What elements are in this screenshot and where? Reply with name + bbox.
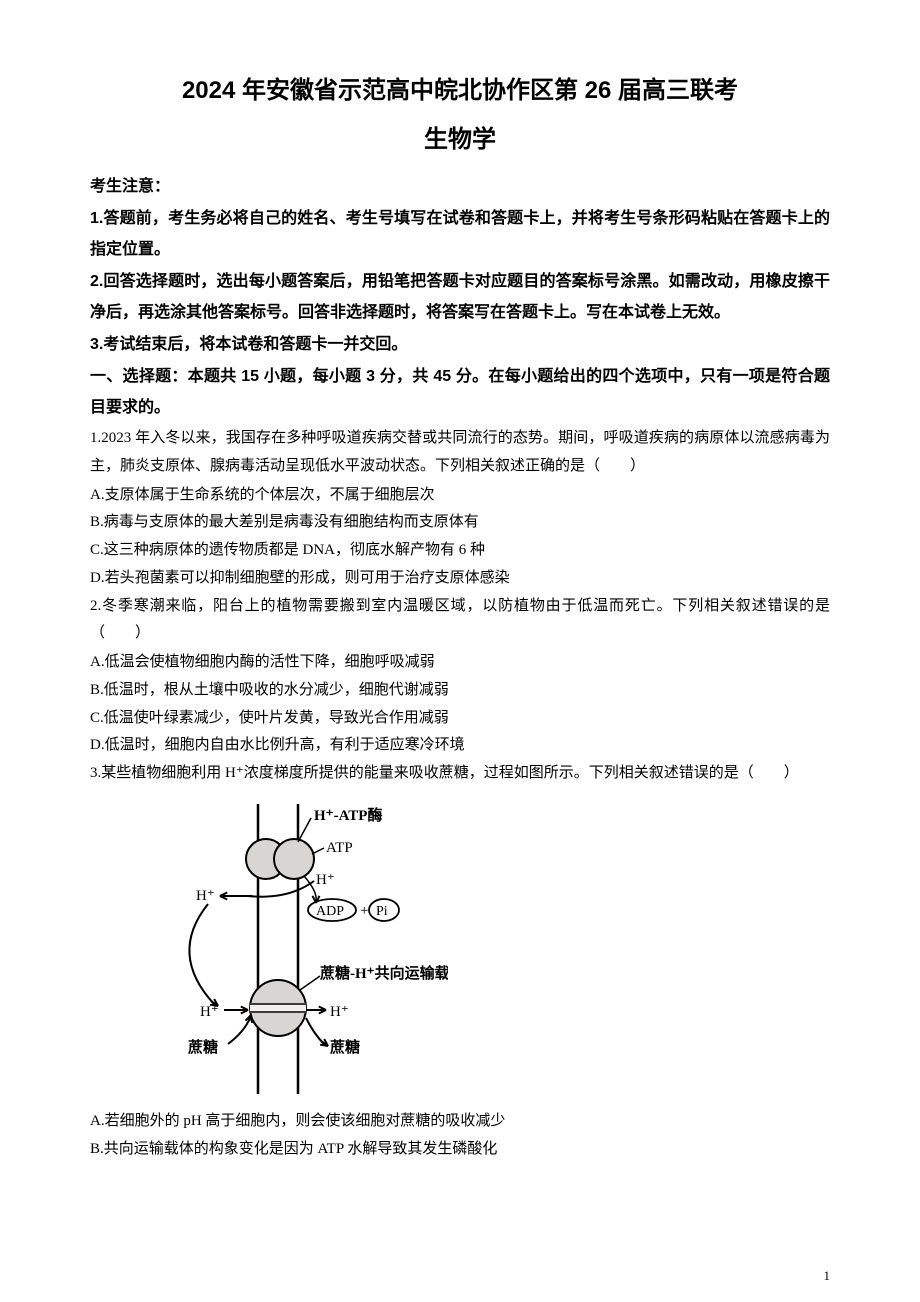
q2-option-b: B.低温时，根从土壤中吸收的水分减少，细胞代谢减弱 (90, 677, 830, 705)
q3-figure: H⁺-ATP酶 ATP H⁺ H⁺ ADP + Pi 蔗糖-H⁺共向运输载体 H⁺ H⁺ 蔗糖 蔗糖 (148, 804, 830, 1094)
svg-text:+: + (360, 903, 368, 919)
title-sub: 生物学 (90, 119, 830, 154)
notice-header: 考生注意： (90, 172, 830, 202)
svg-text:H⁺: H⁺ (316, 872, 335, 888)
svg-text:ADP: ADP (316, 904, 344, 919)
q1-option-d: D.若头孢菌素可以抑制细胞壁的形成，则可用于治疗支原体感染 (90, 565, 830, 593)
svg-text:蔗糖: 蔗糖 (187, 1038, 218, 1056)
svg-text:H⁺: H⁺ (196, 888, 215, 904)
q3-option-a: A.若细胞外的 pH 高于细胞内，则会使该细胞对蔗糖的吸收减少 (90, 1108, 830, 1136)
q3-option-b: B.共向运输载体的构象变化是因为 ATP 水解导致其发生磷酸化 (90, 1136, 830, 1164)
svg-text:H⁺-ATP酶: H⁺-ATP酶 (314, 806, 382, 824)
notice-3: 3.考试结束后，将本试卷和答题卡一并交回。 (90, 330, 830, 360)
svg-text:蔗糖: 蔗糖 (329, 1038, 360, 1056)
q1-option-c: C.这三种病原体的遗传物质都是 DNA，彻底水解产物有 6 种 (90, 537, 830, 565)
q2-option-a: A.低温会使植物细胞内酶的活性下降，细胞呼吸减弱 (90, 649, 830, 677)
svg-text:H⁺: H⁺ (330, 1004, 349, 1020)
q1-stem: 1.2023 年入冬以来，我国存在多种呼吸道疾病交替或共同流行的态势。期间，呼吸… (90, 425, 830, 481)
q2-option-c: C.低温使叶绿素减少，使叶片发黄，导致光合作用减弱 (90, 705, 830, 733)
notice-2: 2.回答选择题时，选出每小题答案后，用铅笔把答题卡对应题目的答案标号涂黑。如需改… (90, 267, 830, 328)
transport-diagram-svg: H⁺-ATP酶 ATP H⁺ H⁺ ADP + Pi 蔗糖-H⁺共向运输载体 H⁺ H⁺ 蔗糖 蔗糖 (148, 804, 448, 1094)
q1-option-b: B.病毒与支原体的最大差别是病毒没有细胞结构而支原体有 (90, 509, 830, 537)
q1-option-a: A.支原体属于生命系统的个体层次，不属于细胞层次 (90, 482, 830, 510)
notice-1: 1.答题前，考生务必将自己的姓名、考生号填写在试卷和答题卡上，并将考生号条形码粘… (90, 204, 830, 265)
title-main: 2024 年安徽省示范高中皖北协作区第 26 届高三联考 (90, 70, 830, 105)
q2-option-d: D.低温时，细胞内自由水比例升高，有利于适应寒冷环境 (90, 732, 830, 760)
q3-stem: 3.某些植物细胞利用 H⁺浓度梯度所提供的能量来吸收蔗糖，过程如图所示。下列相关… (90, 760, 830, 788)
svg-text:蔗糖-H⁺共向运输载体: 蔗糖-H⁺共向运输载体 (319, 964, 448, 982)
q2-stem: 2.冬季寒潮来临，阳台上的植物需要搬到室内温暖区域，以防植物由于低温而死亡。下列… (90, 593, 830, 649)
section-1-header: 一、选择题：本题共 15 小题，每小题 3 分，共 45 分。在每小题给出的四个… (90, 362, 830, 423)
svg-text:Pi: Pi (376, 904, 388, 919)
page-number: 1 (824, 1268, 831, 1284)
svg-text:H⁺: H⁺ (200, 1004, 219, 1020)
svg-text:ATP: ATP (326, 840, 353, 856)
